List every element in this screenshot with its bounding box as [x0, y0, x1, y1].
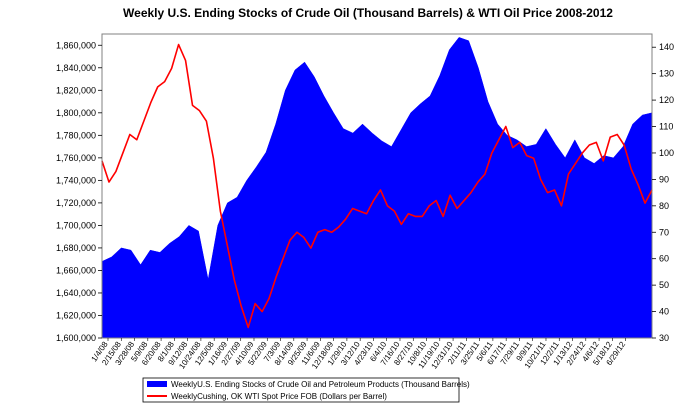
- plot-frame: [101, 33, 653, 339]
- legend-label-price: WeeklyCushing, OK WTI Spot Price FOB (Do…: [171, 392, 387, 401]
- left-tick-label: 1,820,000: [56, 85, 96, 95]
- left-tick-label: 1,760,000: [56, 153, 96, 163]
- x-axis: 1/4/082/15/083/28/085/9/086/20/088/1/089…: [90, 338, 628, 371]
- price-line-layer: [101, 43, 653, 329]
- right-tick-label: 90: [659, 174, 669, 184]
- plot-border: [101, 33, 653, 339]
- chart-title: Weekly U.S. Ending Stocks of Crude Oil (…: [123, 6, 613, 20]
- right-tick-label: 50: [659, 280, 669, 290]
- right-tick-label: 30: [659, 333, 669, 343]
- right-tick-label: 120: [659, 95, 674, 105]
- stocks-area-layer: [101, 37, 653, 339]
- right-tick-label: 40: [659, 307, 669, 317]
- left-tick-label: 1,800,000: [56, 108, 96, 118]
- left-axis: 1,600,000 1,620,000 1,640,000 1,660,000 1,68…: [56, 40, 102, 343]
- right-tick-label: 60: [659, 254, 669, 264]
- left-tick-label: 1,780,000: [56, 130, 96, 140]
- left-tick-label: 1,720,000: [56, 198, 96, 208]
- legend-swatch-stocks: [147, 381, 167, 387]
- right-tick-label: 80: [659, 201, 669, 211]
- left-tick-label: 1,840,000: [56, 63, 96, 73]
- left-tick-label: 1,860,000: [56, 40, 96, 50]
- right-axis: 30 40 50 60 70 80 90 100 110 120 130 140: [652, 42, 674, 343]
- left-tick-label: 1,660,000: [56, 265, 96, 275]
- legend-box: [142, 377, 460, 403]
- left-tick-label: 1,740,000: [56, 175, 96, 185]
- right-tick-label: 70: [659, 227, 669, 237]
- price-line: [101, 43, 653, 329]
- right-tick-label: 130: [659, 69, 674, 79]
- right-tick-label: 100: [659, 148, 674, 158]
- left-tick-label: 1,600,000: [56, 333, 96, 343]
- left-tick-label: 1,680,000: [56, 243, 96, 253]
- stocks-area: [101, 37, 653, 339]
- legend-label-stocks: WeeklyU.S. Ending Stocks of Crude Oil an…: [171, 380, 470, 389]
- right-tick-label: 110: [659, 122, 673, 132]
- left-tick-label: 1,620,000: [56, 310, 96, 320]
- right-tick-label: 140: [659, 42, 674, 52]
- left-tick-label: 1,640,000: [56, 288, 96, 298]
- left-tick-label: 1,700,000: [56, 220, 96, 230]
- legend: WeeklyU.S. Ending Stocks of Crude Oil an…: [142, 377, 470, 403]
